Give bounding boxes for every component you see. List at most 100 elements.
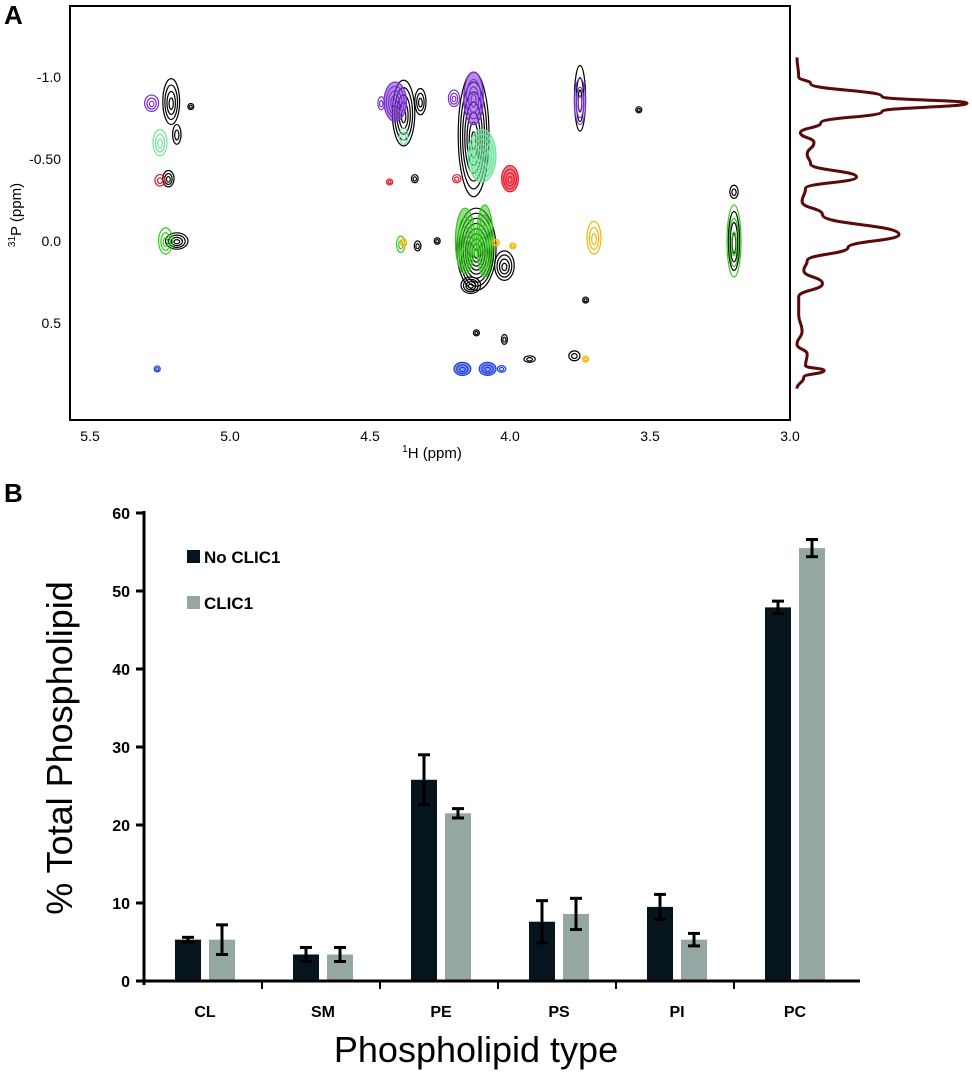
contour-level <box>400 131 407 142</box>
contour-level <box>152 128 168 157</box>
contour-level <box>474 330 479 336</box>
contour-level <box>727 210 741 272</box>
contour-level <box>472 329 480 337</box>
contour-peak-reference <box>635 106 643 114</box>
contour-level <box>456 364 469 375</box>
nmr-x-axis-title: 1H (ppm) <box>402 444 462 462</box>
nmr-y-ticks: -1.0 -0.50 0.0 0.5 <box>29 69 61 331</box>
contour-level <box>162 237 169 248</box>
error-bar <box>216 923 228 956</box>
contour-level <box>160 232 171 251</box>
contour-level <box>157 138 163 149</box>
contour-peak-light_green <box>467 128 497 183</box>
31p-projection-trace <box>795 57 969 389</box>
contour-level <box>470 93 477 108</box>
bar-y-axis-title: % Total Phospholipid <box>39 581 80 915</box>
contour-level <box>510 244 515 249</box>
contour-level <box>493 240 499 246</box>
contour-level <box>172 123 182 145</box>
contour-level <box>165 232 189 250</box>
contour-peak-red <box>154 173 166 187</box>
contour-level <box>383 81 407 122</box>
nmr-y-tick-label: -1.0 <box>37 69 61 85</box>
contour-level <box>482 234 488 254</box>
contour-peak-reference <box>472 329 480 337</box>
contour-level <box>454 176 460 182</box>
bar-x-tick-label: PI <box>669 1004 684 1021</box>
contour-level <box>457 216 474 268</box>
contour-level <box>144 94 160 113</box>
bar-chart-panel: 0 10 20 30 40 50 60 CL SM PE PS PI PC Phospholipid … <box>39 506 860 1070</box>
contour-peak-purple <box>463 71 485 126</box>
contour-peak-reference <box>413 240 422 252</box>
contour-peak-reference <box>568 350 581 362</box>
contour-peak-blue <box>453 361 472 377</box>
contour-level <box>174 129 180 141</box>
contour-peaks <box>144 64 742 377</box>
contour-level <box>392 98 399 109</box>
error-bar <box>772 599 784 616</box>
contour-level <box>187 102 195 111</box>
contour-level <box>164 84 179 121</box>
contour-peak-orange <box>492 238 500 247</box>
contour-level <box>387 90 403 115</box>
contour-level <box>477 214 492 270</box>
contour-level <box>496 365 507 373</box>
legend-swatch-no-clic1 <box>187 550 200 563</box>
error-bar <box>570 896 582 932</box>
bar-pe-no-clic1 <box>411 779 437 981</box>
nmr-y-tick-label: 0.0 <box>42 233 62 249</box>
contour-peak-orange <box>509 242 517 250</box>
contour-level <box>481 364 494 375</box>
contour-level <box>581 296 590 304</box>
bar-y-tick-label: 20 <box>112 818 130 835</box>
bars <box>175 548 825 981</box>
contour-level <box>417 97 423 108</box>
nmr-x-ticks: 5.5 5.0 4.5 4.0 3.5 3.0 <box>80 428 800 444</box>
contour-level <box>465 78 482 120</box>
contour-peak-reference <box>433 237 441 245</box>
contour-level <box>158 227 174 255</box>
contour-level <box>728 217 740 268</box>
contour-peak-reference <box>165 232 189 250</box>
bar-x-tick-label: SM <box>311 1004 335 1021</box>
contour-level <box>571 353 578 360</box>
contour-level <box>476 148 488 168</box>
contour-level <box>498 258 510 275</box>
contour-level <box>635 106 643 114</box>
contour-level <box>166 90 176 116</box>
contour-level <box>385 85 405 119</box>
contour-level <box>146 97 157 110</box>
nmr-x-tick-label: 5.5 <box>80 428 100 444</box>
contour-level <box>156 177 164 185</box>
contour-level <box>164 172 173 186</box>
contour-peak-reference <box>729 184 739 199</box>
contour-peak-purple <box>573 78 587 126</box>
contour-level <box>588 226 600 250</box>
legend: No CLIC1 CLIC1 <box>187 548 281 613</box>
contour-peak-reference <box>187 102 195 111</box>
bar-x-ticks: CL SM PE PS PI PC <box>194 981 807 1021</box>
contour-level <box>568 350 581 362</box>
contour-level <box>726 204 742 278</box>
contour-peak-reference <box>460 276 482 295</box>
error-bar <box>688 931 700 948</box>
contour-level <box>465 281 477 291</box>
contour-level <box>505 172 515 187</box>
contour-peak-red <box>501 164 520 193</box>
contour-peak-red <box>451 173 462 184</box>
contour-level <box>447 89 461 108</box>
contour-level <box>507 175 513 184</box>
nmr-x-tick-label: 3.0 <box>780 428 800 444</box>
bar-x-tick-label: PE <box>430 1004 452 1021</box>
contour-level <box>500 333 508 345</box>
contour-level <box>154 173 166 187</box>
contour-level <box>492 238 500 247</box>
contour-level <box>451 173 462 184</box>
contour-level <box>496 254 513 278</box>
bar-pc-clic1 <box>799 548 825 981</box>
bar-y-ticks: 0 10 20 30 40 50 60 <box>112 506 144 991</box>
contour-level <box>165 176 171 183</box>
contour-level <box>503 168 517 190</box>
